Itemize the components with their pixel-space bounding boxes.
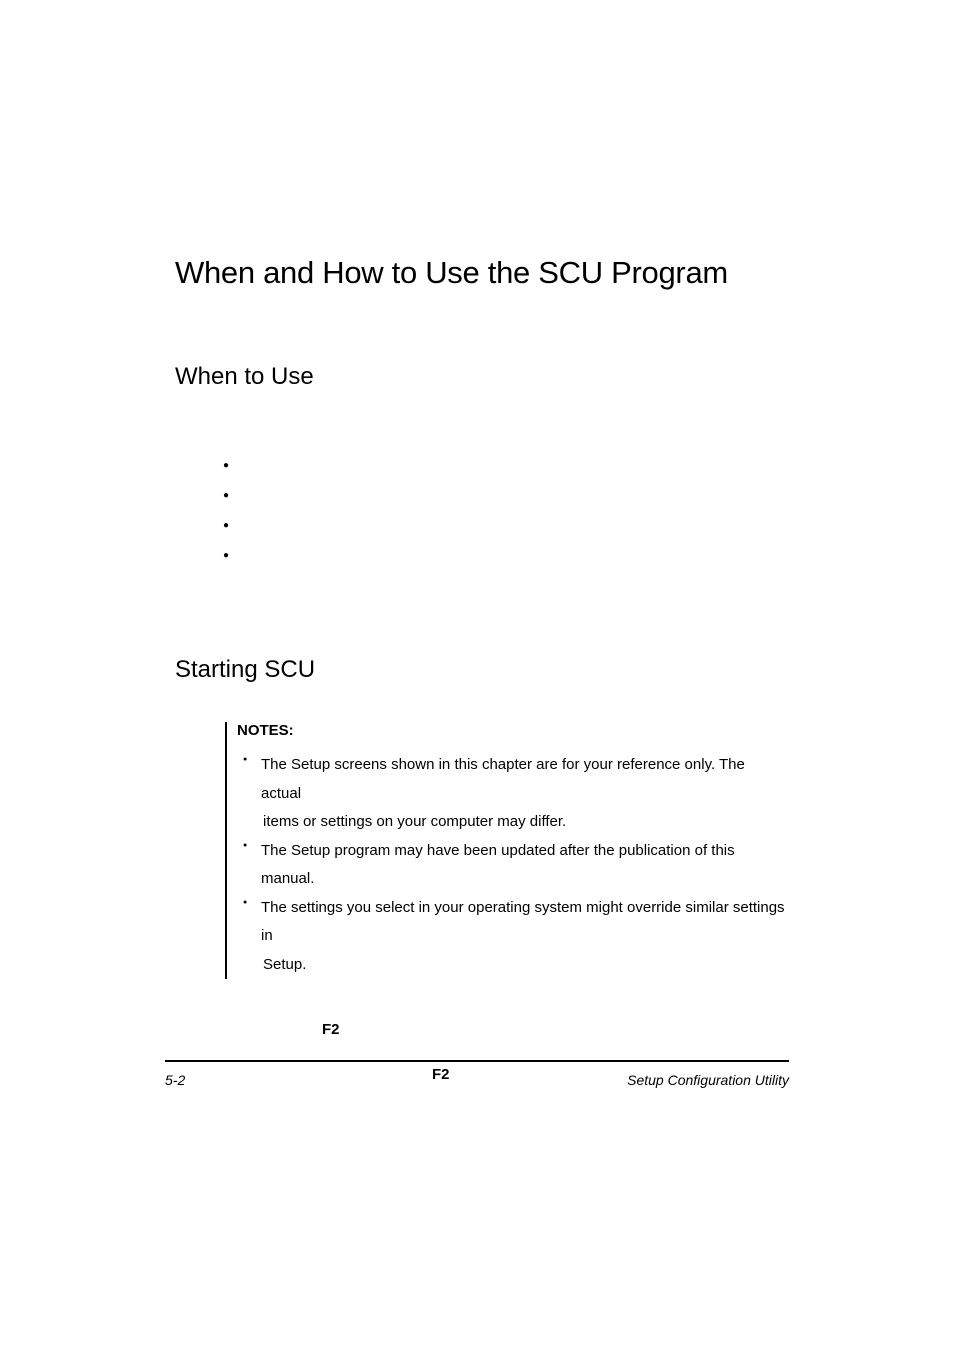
notes-list: The Setup screens shown in this chapter …: [237, 751, 789, 979]
note-item: The Setup screens shown in this chapter …: [237, 751, 789, 837]
note-text-line1: The settings you select in your operatin…: [261, 899, 785, 945]
note-item: The settings you select in your operatin…: [237, 894, 789, 980]
section-when-to-use-title: When to Use: [175, 363, 789, 391]
bullet-item: [225, 481, 789, 511]
note-text-line1: The Setup screens shown in this chapter …: [261, 756, 745, 802]
when-to-use-bullets: [175, 451, 789, 571]
bullet-item: [225, 541, 789, 571]
page-footer: 5-2 Setup Configuration Utility: [165, 1060, 789, 1088]
bullet-item: [225, 511, 789, 541]
note-item: The Setup program may have been updated …: [237, 837, 789, 894]
page-content: When and How to Use the SCU Program When…: [0, 0, 954, 1083]
main-title: When and How to Use the SCU Program: [175, 255, 789, 291]
bullet-item: [225, 451, 789, 481]
note-text-line2: Setup.: [261, 951, 789, 980]
f2-key-label: F2: [322, 1021, 789, 1038]
notes-heading: NOTES:: [237, 722, 789, 739]
footer-title: Setup Configuration Utility: [627, 1072, 789, 1088]
note-text-line2: items or settings on your computer may d…: [261, 808, 789, 837]
note-text-line1: The Setup program may have been updated …: [261, 842, 735, 888]
section-starting-scu-title: Starting SCU: [175, 656, 789, 684]
page-number: 5-2: [165, 1072, 185, 1088]
notes-block: NOTES: The Setup screens shown in this c…: [225, 722, 789, 979]
